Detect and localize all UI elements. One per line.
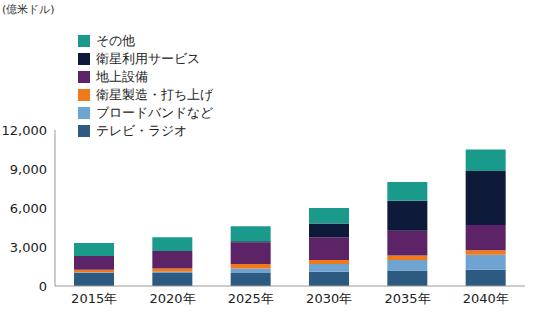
html-text:衛星製造・打ち上げ: 衛星製造・打ち上げ bbox=[96, 87, 213, 102]
svg-text:2020年: 2020年 bbox=[149, 291, 195, 306]
html-text:テレビ・ラジオ: テレビ・ラジオ bbox=[96, 123, 187, 138]
svg-text:2030年: 2030年 bbox=[306, 291, 352, 306]
svg-text:2040年: 2040年 bbox=[463, 291, 509, 306]
svg-text:2035年: 2035年 bbox=[384, 291, 430, 306]
svg-text:2015年: 2015年 bbox=[71, 291, 117, 306]
html-text:地上設備: 地上設備 bbox=[96, 69, 148, 84]
svg-text:9,000: 9,000 bbox=[10, 162, 47, 177]
svg-text:0: 0 bbox=[39, 279, 47, 294]
svg-text:12,000: 12,000 bbox=[2, 123, 48, 138]
svg-text:6,000: 6,000 bbox=[10, 201, 47, 216]
html-text:衛星利用サービス: 衛星利用サービス bbox=[96, 51, 200, 66]
html-text:(億米ドル): (億米ドル) bbox=[2, 3, 55, 16]
html-text:ブロードバンドなど: ブロードバンドなど bbox=[96, 105, 213, 120]
html-text:その他: その他 bbox=[96, 33, 135, 48]
svg-text:2025年: 2025年 bbox=[228, 291, 274, 306]
svg-text:3,000: 3,000 bbox=[10, 240, 47, 255]
